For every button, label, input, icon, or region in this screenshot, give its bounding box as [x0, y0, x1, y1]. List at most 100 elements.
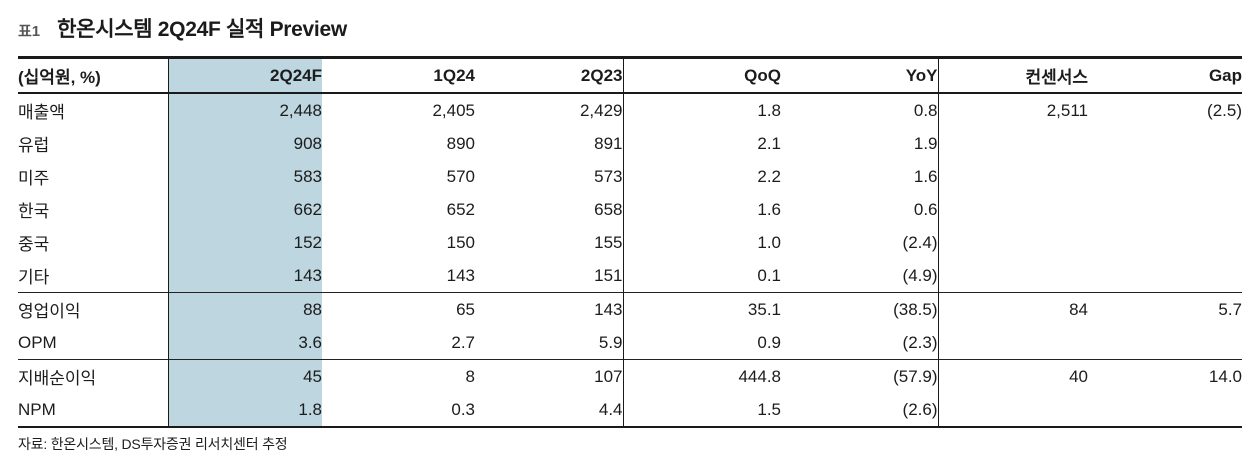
column-header-cell: QoQ — [623, 57, 781, 94]
value-cell: 1.8 — [757, 100, 781, 120]
value-cell: 0.6 — [781, 193, 939, 226]
value-cell: 1.9 — [781, 127, 939, 160]
value-cell: (2.5) — [1207, 100, 1242, 120]
column-header-cell: 2Q23 — [475, 57, 624, 94]
table-number-label: 표1 — [18, 23, 41, 40]
row-label-cell: 중국 — [18, 226, 169, 259]
table-header-row: (십억원, %) 2Q24F 1Q24 2Q23 QoQ YoY 컨센서스 Gap — [18, 57, 1242, 94]
value-cell — [938, 226, 1088, 259]
value-cell — [1088, 259, 1242, 293]
value-cell: 107 — [475, 359, 624, 393]
value-cell: 4.4 — [475, 393, 624, 427]
value-cell — [1088, 193, 1242, 226]
value-cell: 891 — [475, 127, 624, 160]
value-cell: 143 — [475, 292, 624, 326]
value-cell — [938, 326, 1088, 360]
value-cell: 88 — [168, 292, 322, 326]
row-label-cell: 기타 — [18, 259, 169, 293]
value-cell: 143 — [168, 259, 322, 293]
value-cell: 84 — [938, 292, 1088, 326]
column-header-cell: 컨센서스 — [938, 57, 1088, 94]
value-cell: 2,511 — [1046, 100, 1088, 120]
table-row: 영업이익 88 65 143 35.1 (38.5) 84 5.7 — [18, 292, 1242, 326]
value-cell: 2.1 — [757, 133, 781, 153]
table-row: 지배순이익 45 8 107 444.8 (57.9) 40 14.0 — [18, 359, 1242, 393]
value-cell: (2.3) — [781, 326, 939, 360]
value-cell: 444.8 — [623, 359, 781, 393]
column-header-cell: Gap — [1088, 57, 1242, 94]
value-cell: 8 — [322, 359, 475, 393]
value-cell: 155 — [475, 226, 624, 259]
value-cell: 14.0 — [1088, 359, 1242, 393]
value-cell: 151 — [475, 259, 624, 293]
table-row: OPM 3.6 2.7 5.9 0.9 (2.3) — [18, 326, 1242, 360]
value-cell — [938, 127, 1088, 160]
row-label-cell: 미주 — [18, 160, 169, 193]
table-row: 한국 662 652 658 1.6 0.6 — [18, 193, 1242, 226]
table-row: 매출액 2,448 2,405 2,429 1.8 0.8 2,511 (2.5) — [18, 93, 1242, 127]
value-cell: 0.3 — [451, 399, 475, 419]
column-header-cell: 2Q24F — [168, 57, 322, 94]
value-cell: 143 — [446, 265, 475, 285]
value-cell: 2,448 — [168, 93, 322, 127]
value-cell: 0.1 — [757, 265, 781, 285]
unit-header-cell: (십억원, %) — [18, 57, 169, 94]
table-body: 매출액 2,448 2,405 2,429 1.8 0.8 2,511 (2.5) 유럽 908 8… — [18, 93, 1242, 427]
value-cell: 0.8 — [781, 93, 939, 127]
value-cell: 573 — [475, 160, 624, 193]
table-row: NPM 1.8 0.3 4.4 1.5 (2.6) — [18, 393, 1242, 427]
value-cell: 583 — [168, 160, 322, 193]
value-cell — [938, 193, 1088, 226]
value-cell: 40 — [938, 359, 1088, 393]
value-cell — [1088, 393, 1242, 427]
value-cell: 570 — [446, 166, 475, 186]
value-cell: (57.9) — [781, 359, 939, 393]
value-cell: 652 — [446, 199, 475, 219]
value-cell: 908 — [168, 127, 322, 160]
value-cell — [938, 160, 1088, 193]
value-cell: 150 — [446, 232, 475, 252]
table-row: 미주 583 570 573 2.2 1.6 — [18, 160, 1242, 193]
table-row: 중국 152 150 155 1.0 (2.4) — [18, 226, 1242, 259]
column-header-cell: YoY — [781, 57, 939, 94]
value-cell — [1088, 127, 1242, 160]
value-cell: 662 — [168, 193, 322, 226]
value-cell — [1088, 160, 1242, 193]
value-cell: 1.0 — [757, 232, 781, 252]
value-cell: 890 — [446, 133, 475, 153]
value-cell: 3.6 — [168, 326, 322, 360]
value-cell: 2.2 — [757, 166, 781, 186]
earnings-preview-table: (십억원, %) 2Q24F 1Q24 2Q23 QoQ YoY 컨센서스 Gap 매출액 2,… — [18, 56, 1242, 428]
value-cell: 2,405 — [432, 100, 475, 120]
value-cell: (38.5) — [781, 292, 939, 326]
value-cell: 5.7 — [1088, 292, 1242, 326]
value-cell: 152 — [168, 226, 322, 259]
value-cell — [938, 393, 1088, 427]
value-cell: 65 — [322, 292, 475, 326]
row-label-cell: OPM — [18, 326, 169, 360]
table-row: 유럽 908 890 891 2.1 1.9 — [18, 127, 1242, 160]
row-label-cell: 영업이익 — [18, 292, 169, 326]
value-cell: (2.4) — [781, 226, 939, 259]
table-title-row: 표1 한온시스템 2Q24F 실적 Preview — [18, 13, 1242, 44]
value-cell: 45 — [168, 359, 322, 393]
value-cell: (4.9) — [781, 259, 939, 293]
value-cell: (2.6) — [781, 393, 939, 427]
row-label-cell: 매출액 — [18, 93, 169, 127]
value-cell: 0.9 — [757, 332, 781, 352]
value-cell — [938, 259, 1088, 293]
row-label-cell: 한국 — [18, 193, 169, 226]
value-cell: 658 — [475, 193, 624, 226]
value-cell: 1.6 — [781, 160, 939, 193]
value-cell: 5.9 — [475, 326, 624, 360]
value-cell: 2.7 — [451, 332, 475, 352]
value-cell: 1.5 — [757, 399, 781, 419]
table-row: 기타 143 143 151 0.1 (4.9) — [18, 259, 1242, 293]
page-title: 한온시스템 2Q24F 실적 Preview — [57, 18, 347, 41]
value-cell: 2,429 — [475, 93, 624, 127]
value-cell — [1088, 326, 1242, 360]
value-cell — [1088, 226, 1242, 259]
source-note: 자료: 한온시스템, DS투자증권 리서치센터 추정 — [18, 436, 288, 452]
row-label-cell: 유럽 — [18, 127, 169, 160]
